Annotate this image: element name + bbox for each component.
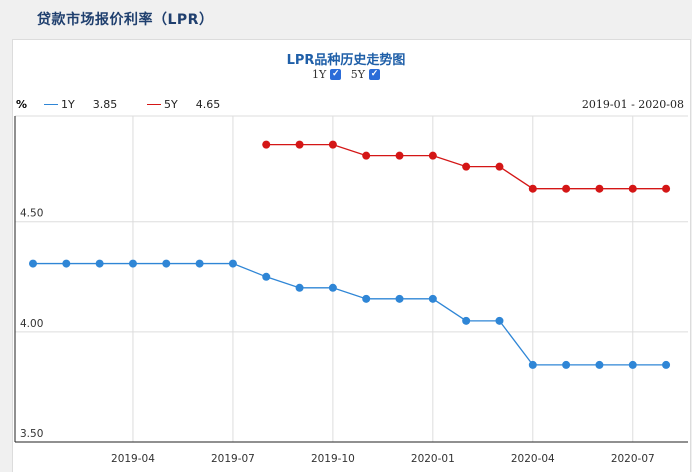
chart-title: LPR品种历史走势图 [286, 53, 406, 68]
data-point-1y [62, 259, 71, 268]
legend-5y-swatch [147, 104, 161, 105]
data-point-5y [562, 184, 571, 193]
data-point-5y [395, 151, 404, 160]
legend-1y-value: 3.85 [92, 98, 118, 111]
toggle-1y[interactable]: 1Y ✓ [311, 68, 342, 81]
legend-1y-swatch [44, 104, 58, 105]
toggle-5y-label: 5Y [350, 68, 366, 81]
data-point-5y [628, 184, 637, 193]
data-point-1y [462, 316, 471, 325]
data-point-1y [528, 360, 537, 369]
toggle-5y[interactable]: 5Y ✓ [350, 68, 381, 81]
data-point-1y [428, 294, 437, 303]
data-point-5y [362, 151, 371, 160]
x-tick-label: 2020-01 [411, 453, 455, 465]
x-tick-label: 2020-07 [611, 453, 655, 465]
data-point-5y [662, 184, 671, 193]
series-line-1y [33, 262, 667, 366]
checkbox-checked-icon[interactable]: ✓ [330, 69, 342, 80]
data-point-5y [428, 151, 437, 160]
series-toggles: 1Y ✓ 5Y ✓ [0, 68, 692, 81]
data-point-1y [628, 360, 637, 369]
data-point-1y [295, 283, 304, 292]
checkbox-checked-icon[interactable]: ✓ [369, 69, 381, 80]
legend-1y-name: 1Y [61, 98, 75, 111]
legend-5y: 5Y 4.65 [147, 98, 220, 111]
data-point-5y [528, 184, 537, 193]
x-tick-label: 2020-04 [511, 453, 555, 465]
y-tick-label: 4.00 [20, 318, 43, 330]
data-point-5y [495, 162, 504, 171]
legend-5y-value: 4.65 [195, 98, 221, 111]
data-point-1y [595, 360, 604, 369]
x-tick-label: 2019-10 [311, 453, 355, 465]
y-tick-label: 4.50 [20, 208, 43, 220]
data-point-1y [328, 283, 337, 292]
data-point-1y [162, 259, 171, 268]
x-tick-label: 2019-04 [111, 453, 155, 465]
y-unit-label: % [16, 98, 28, 111]
data-point-1y [495, 316, 504, 325]
x-tick-label: 2019-07 [211, 453, 255, 465]
data-point-1y [29, 259, 37, 268]
date-range-label: 2019-01 - 2020-08 [581, 98, 684, 111]
data-point-1y [395, 294, 404, 303]
data-point-1y [228, 259, 237, 268]
data-point-1y [562, 360, 571, 369]
data-point-1y [95, 259, 104, 268]
data-point-1y [262, 272, 271, 281]
data-point-1y [662, 360, 671, 369]
y-tick-label: 3.50 [20, 428, 43, 440]
chart-panel [12, 39, 691, 472]
data-point-1y [195, 259, 204, 268]
page-title: 贷款市场报价利率（LPR） [37, 12, 214, 28]
legend-5y-name: 5Y [164, 98, 178, 111]
data-point-5y [262, 140, 271, 149]
data-point-5y [328, 140, 337, 149]
data-point-1y [128, 259, 137, 268]
toggle-1y-label: 1Y [311, 68, 327, 81]
data-point-1y [362, 294, 371, 303]
legend-1y: 1Y 3.85 [44, 98, 117, 111]
data-point-5y [295, 140, 304, 149]
data-point-5y [595, 184, 604, 193]
data-point-5y [462, 162, 471, 171]
